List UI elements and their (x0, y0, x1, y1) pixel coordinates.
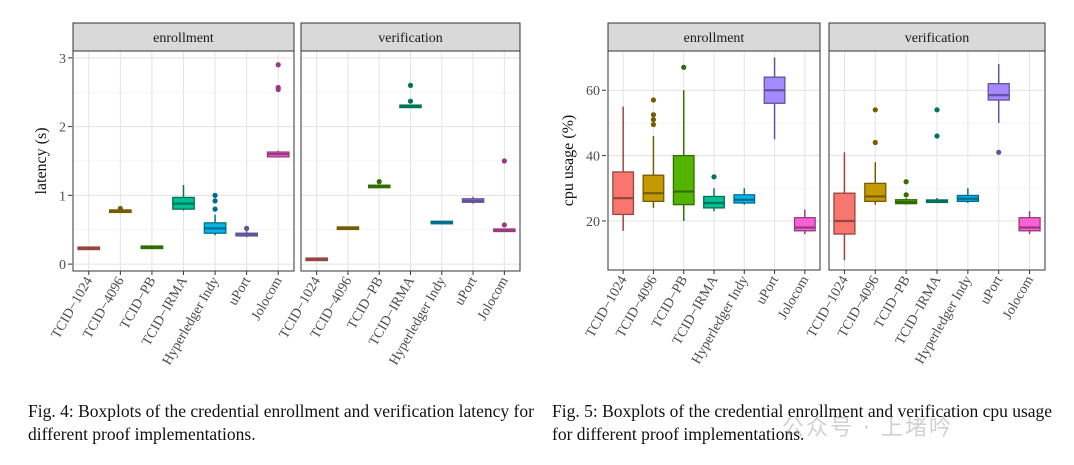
outlier-point (275, 84, 281, 91)
outlier-point (376, 179, 382, 185)
outlier-point (407, 98, 414, 104)
facet-panel-enrollment: enrollmentTCID−1024TCID−4096TCID−PBTCID−… (583, 22, 821, 367)
outlier-point (872, 107, 878, 113)
outlier-point (650, 97, 657, 103)
outlier-point (996, 149, 1002, 155)
box-iqr (793, 217, 816, 232)
y-tick-label: 3 (59, 52, 66, 67)
box-2 (642, 97, 665, 208)
box-2 (336, 226, 360, 231)
outlier-point (407, 82, 414, 88)
x-tick-label: Jolocom (249, 274, 286, 323)
outlier-point (650, 121, 657, 128)
y-tick-label: 60 (586, 84, 600, 99)
box-6 (987, 64, 1010, 155)
box-7 (1018, 211, 1041, 235)
box-iqr (864, 182, 887, 203)
outlier-point (501, 222, 507, 228)
facet-strip-label: verification (378, 31, 443, 46)
box-6 (235, 225, 259, 238)
x-tick-label: uPort (754, 273, 782, 307)
box-iqr (1018, 217, 1041, 232)
chart-1: latency (s)0123enrollmentTCID−1024TCID−4… (33, 22, 521, 368)
box-6 (461, 196, 485, 204)
box-1 (612, 106, 635, 231)
y-tick-label: 1 (59, 189, 66, 204)
y-tick-label: 20 (586, 215, 600, 230)
x-tick-label: uPort (978, 273, 1006, 307)
watermark-text: 公众号 · 上堵吟 (782, 416, 953, 441)
box-4 (925, 107, 949, 204)
outlier-point (650, 112, 657, 118)
box-iqr (672, 154, 695, 206)
y-tick-label: 2 (59, 121, 66, 136)
x-tick-label: uPort (452, 274, 480, 308)
outlier-point (501, 158, 507, 164)
box-2 (108, 205, 132, 214)
facet-panel-verification: verificationTCID−1024TCID−4096TCID−PBTCI… (805, 22, 1046, 367)
outlier-point (212, 198, 218, 204)
facet-strip (72, 22, 295, 52)
outlier-point (872, 139, 878, 146)
box-3 (672, 64, 695, 221)
box-3 (367, 179, 391, 189)
box-7 (493, 158, 516, 233)
box-7 (793, 209, 816, 235)
outlier-point (934, 133, 940, 139)
outlier-point (903, 192, 909, 198)
y-tick-label: 0 (59, 258, 66, 273)
x-tick-label: Jolocom (475, 274, 512, 323)
box-4 (172, 185, 195, 211)
figure-5-caption: Fig. 5: Boxplots of the credential enrol… (552, 401, 1053, 444)
box-3 (140, 245, 164, 250)
facet-strip-label: verification (905, 31, 970, 46)
box-1 (833, 152, 856, 261)
box-7 (266, 62, 290, 158)
box-4 (703, 174, 725, 212)
box-2 (864, 107, 887, 205)
outlier-point (650, 117, 657, 123)
box-4 (399, 82, 422, 109)
facet-panel-verification: verificationTCID−1024TCID−4096TCID−PBTCI… (277, 22, 521, 368)
facet-panel-enrollment: enrollmentTCID−1024TCID−4096TCID−PBTCID−… (49, 22, 295, 368)
outlier-point (934, 107, 940, 113)
box-5 (203, 192, 227, 236)
facet-strip-label: enrollment (153, 31, 214, 46)
facet-strip (300, 22, 521, 52)
box-6 (763, 57, 786, 140)
facet-strip (828, 22, 1046, 52)
box-iqr (612, 171, 635, 216)
box-5 (733, 188, 756, 205)
outlier-point (275, 62, 281, 68)
box-iqr (642, 174, 665, 203)
box-1 (305, 257, 328, 262)
outlier-point (117, 205, 123, 212)
figure-4-caption: Fig. 4: Boxplots of the credential enrol… (28, 401, 534, 444)
box-iqr (987, 83, 1010, 101)
outlier-point (903, 179, 909, 185)
y-axis-title: cpu usage (%) (560, 115, 577, 207)
outlier-point (212, 206, 218, 212)
x-tick-label: Hyperledger Indy (913, 274, 976, 367)
x-tick-label: Jolocom (1000, 273, 1037, 322)
box-3 (895, 179, 918, 205)
x-tick-label: uPort (226, 274, 254, 308)
chart-2: cpu usage (%) 20 40 60enrollmentTCID−1024TC… (560, 22, 1046, 367)
facet-strip-label: enrollment (684, 31, 745, 46)
box-iqr (833, 192, 856, 235)
outlier-point (212, 192, 218, 198)
box-5 (956, 188, 979, 203)
outlier-point (681, 64, 687, 70)
outlier-point (244, 225, 250, 231)
box-5 (430, 220, 454, 225)
y-axis-title: latency (s) (33, 127, 50, 194)
box-1 (77, 246, 101, 251)
outlier-point (711, 174, 717, 180)
y-tick-label: 40 (586, 150, 600, 165)
